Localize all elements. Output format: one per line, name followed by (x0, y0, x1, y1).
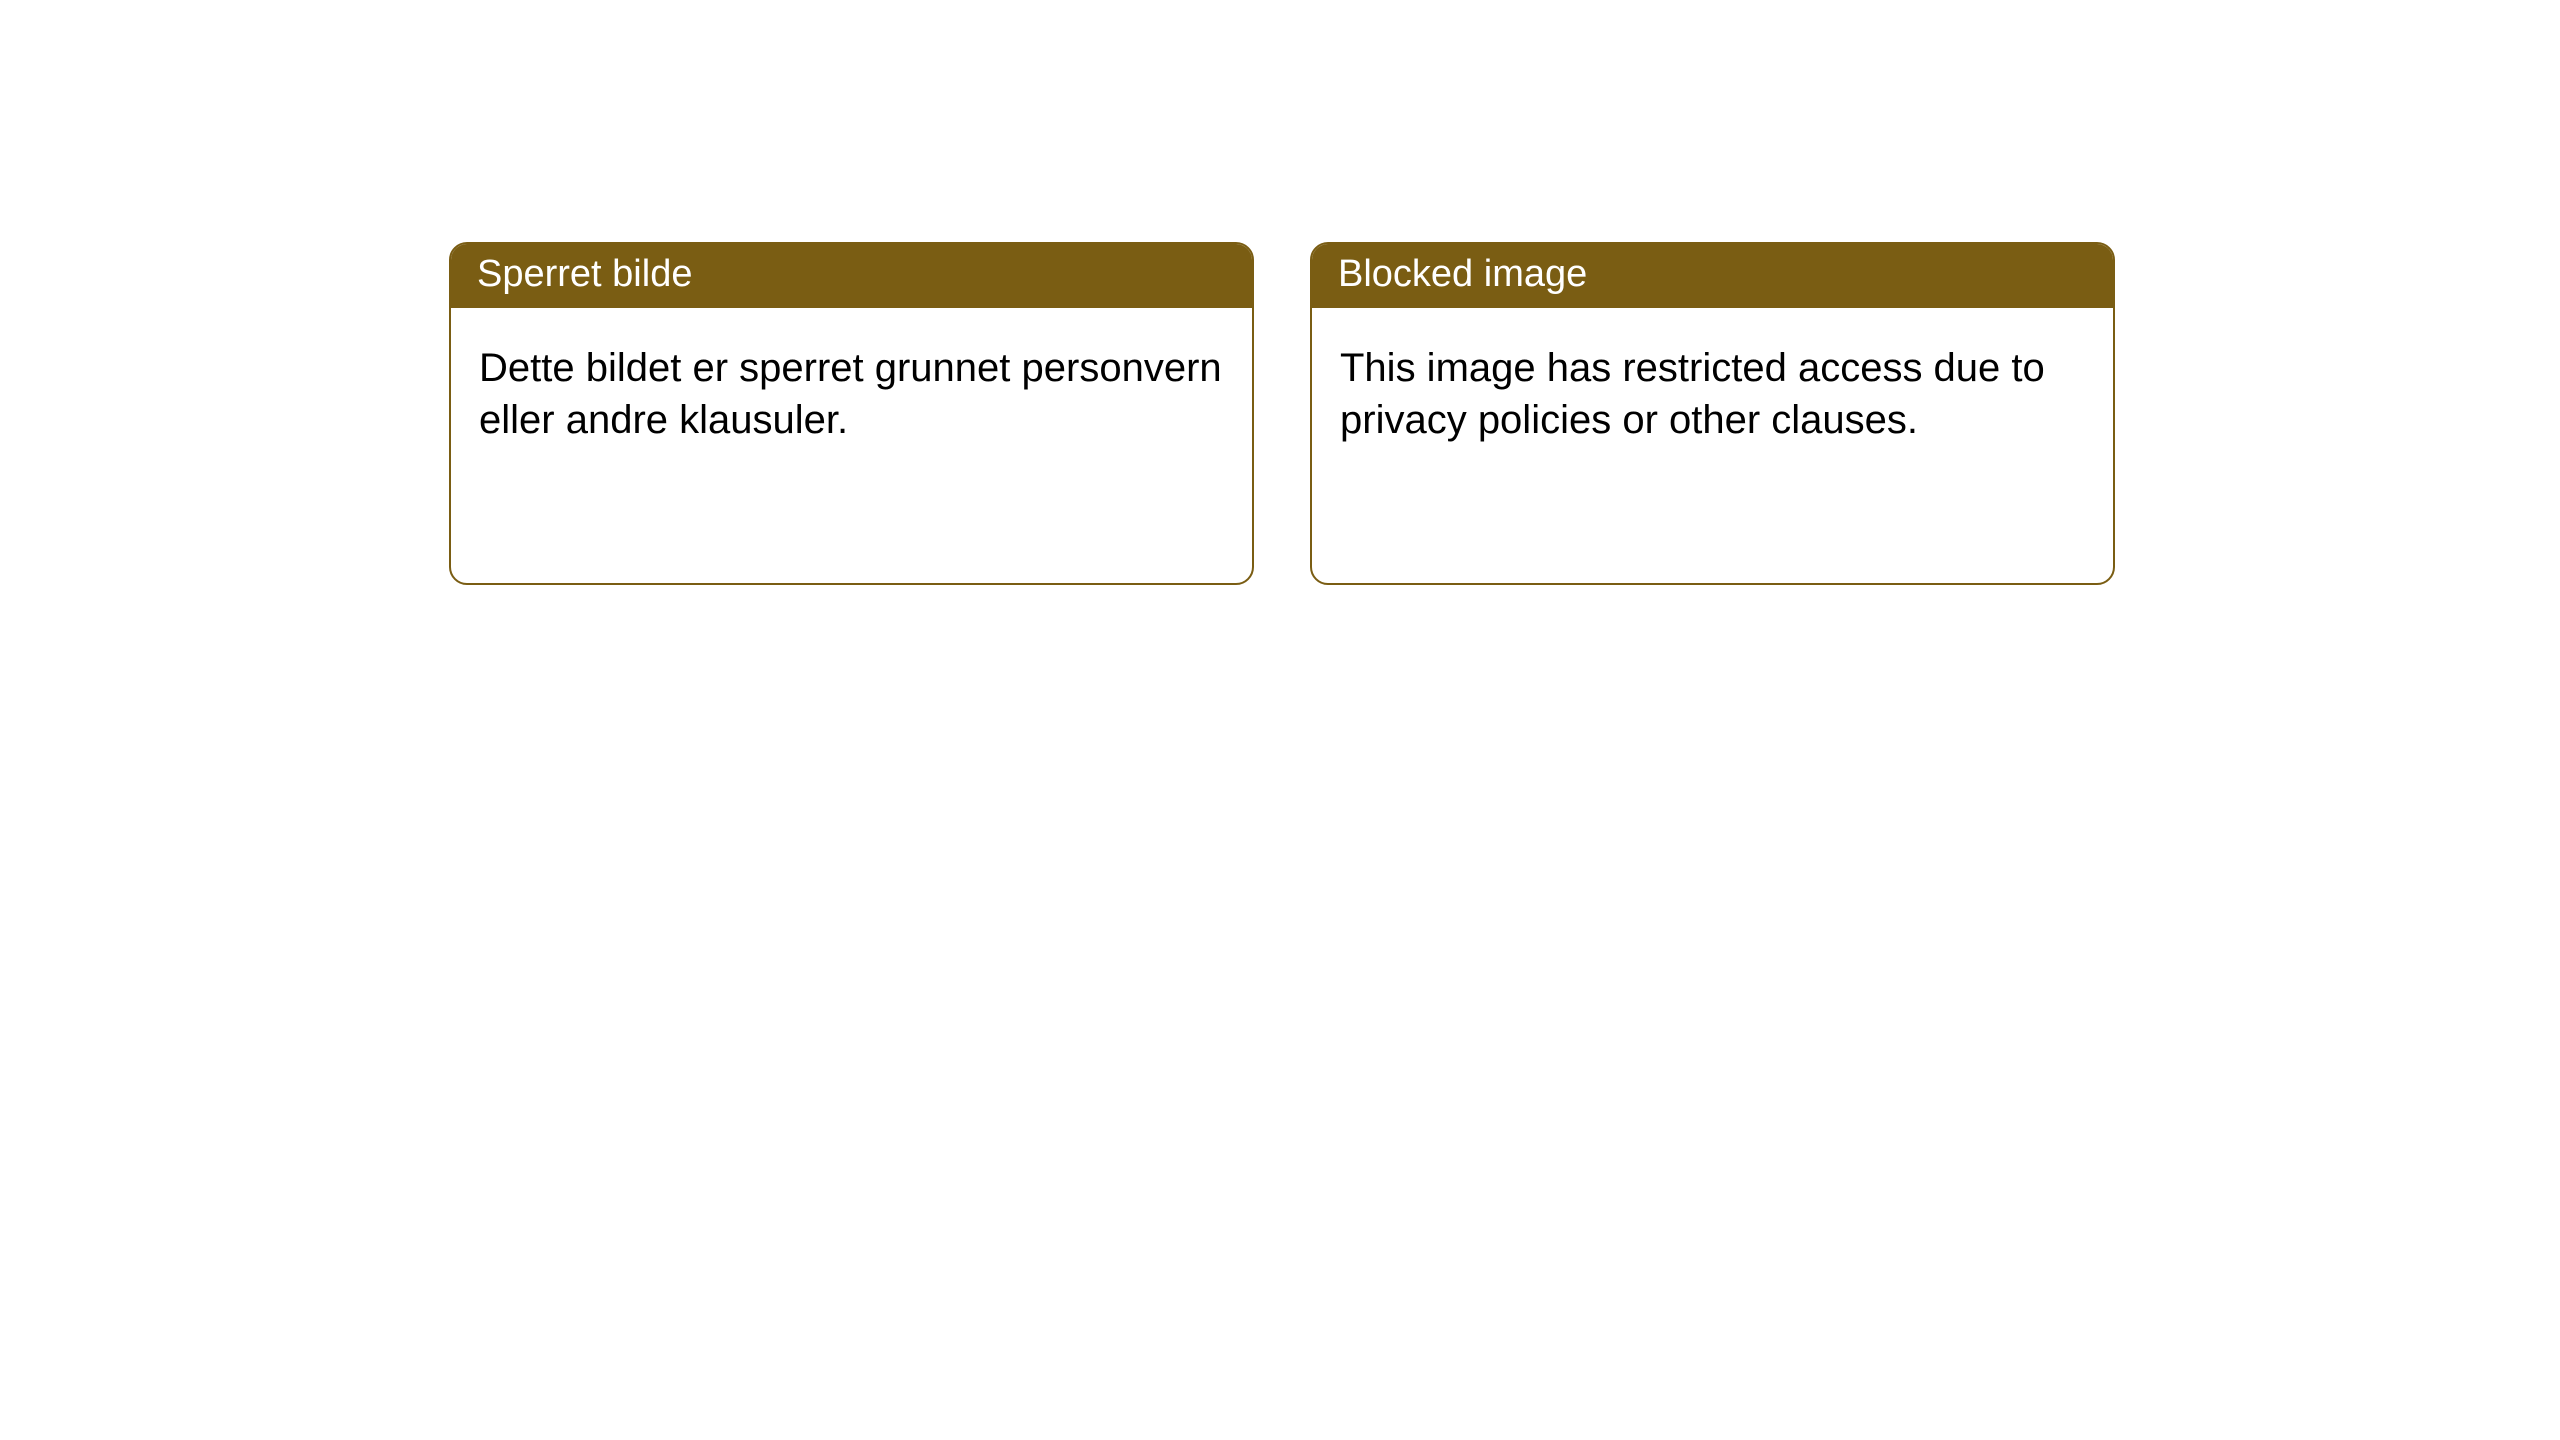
notice-card-no: Sperret bilde Dette bildet er sperret gr… (449, 242, 1254, 585)
notice-header-en: Blocked image (1312, 244, 2113, 308)
notice-card-en: Blocked image This image has restricted … (1310, 242, 2115, 585)
notice-body-en: This image has restricted access due to … (1312, 308, 2113, 583)
notice-body-no: Dette bildet er sperret grunnet personve… (451, 308, 1252, 583)
notice-container: Sperret bilde Dette bildet er sperret gr… (0, 0, 2560, 585)
notice-header-no: Sperret bilde (451, 244, 1252, 308)
